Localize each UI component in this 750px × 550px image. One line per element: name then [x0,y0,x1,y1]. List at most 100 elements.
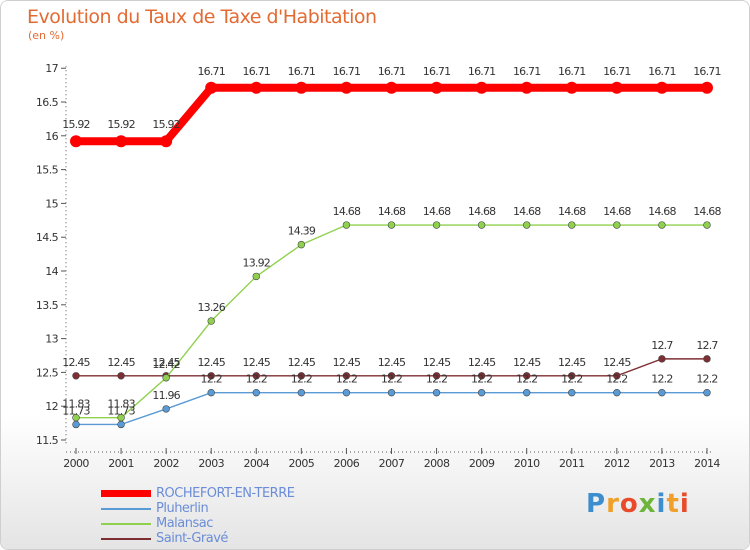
y-tick-label: 13.5 [36,299,59,312]
data-point [655,81,668,94]
data-label: 12.2 [561,373,582,386]
x-tick-label: 2005 [289,457,315,470]
data-point [342,372,351,380]
data-point [520,81,533,94]
data-label: 16.71 [333,65,361,78]
data-point [700,81,713,94]
data-point [385,81,398,94]
data-label: 12.7 [651,339,673,352]
data-label: 16.71 [693,65,721,78]
data-label: 12.45 [288,356,316,369]
data-point [432,388,441,397]
y-tick-label: 15 [45,197,58,210]
data-point [568,388,576,397]
legend-swatch-malansac [101,523,151,525]
data-label: 12.2 [291,373,312,386]
data-point [568,372,576,380]
data-label: 14.68 [558,205,586,218]
x-tick-label: 2003 [198,457,224,470]
x-tick-label: 2004 [243,457,269,470]
data-label: 14.68 [513,205,541,218]
data-point [117,372,125,380]
x-tick-label: 2007 [379,457,405,470]
data-label: 16.71 [468,65,496,78]
legend-label-pluherlin: Pluherlin [156,501,209,516]
data-point [252,388,260,397]
x-tick-label: 2008 [424,457,450,470]
data-label: 12.2 [471,373,492,386]
data-point [295,81,308,94]
axes: 11.5 12 12.5 13 13.5 14 14.5 15 15.5 16 16.5 17 2000… [36,62,721,470]
data-label: 12.2 [651,373,672,386]
data-label: 14.68 [378,205,406,218]
data-point [475,81,488,94]
data-point [115,135,128,148]
data-label: 11.96 [152,389,180,402]
x-tick-label: 2012 [604,457,630,470]
data-point [565,81,578,94]
data-point [72,420,80,429]
y-tick-label: 17 [45,62,58,75]
y-tick-label: 15.5 [36,164,59,177]
data-point [432,372,441,380]
data-label: 15.92 [107,118,135,131]
legend-swatch-pluherlin [101,508,151,510]
data-labels: 15.92 15.92 15.92 16.71 16.71 16.71 16.71 16.71… [62,65,722,418]
data-point [658,388,666,397]
data-label: 16.71 [197,65,225,78]
data-label: 16.71 [288,65,316,78]
series-lines [70,81,713,429]
data-label: 12.2 [336,373,357,386]
data-point [477,388,486,397]
data-point [70,135,82,148]
data-point [658,221,666,229]
legend-label-rochefort: ROCHEFORT-EN-TERRE [156,486,295,501]
x-tick-label: 2011 [559,457,585,470]
data-label: 12.7 [696,339,718,352]
data-label: 12.2 [516,373,537,386]
x-tick-label: 2013 [649,457,675,470]
data-label: 11.73 [62,404,90,417]
data-point [432,221,441,229]
data-point [162,405,170,413]
data-point [477,372,486,380]
legend: ROCHEFORT-EN-TERRE Pluherlin Malansac Sa… [101,486,361,547]
data-point [522,372,531,380]
data-point [477,221,486,229]
data-label: 14.68 [693,205,721,218]
y-tick-label: 16.5 [36,96,59,109]
data-point [387,388,396,397]
legend-swatch-saint-grave [101,538,151,540]
series-line-0 [76,83,707,146]
data-label: 12.2 [246,373,267,386]
data-label: 14.39 [288,225,316,238]
y-tick-label: 12.5 [36,366,59,379]
data-label: 11.73 [107,404,135,417]
legend-swatch-rochefort [101,490,151,497]
data-label: 12.45 [468,356,496,369]
data-label: 16.71 [378,65,406,78]
data-label: 14.68 [423,205,451,218]
data-point [117,420,125,429]
data-label: 12.45 [558,356,586,369]
y-tick-label: 11.5 [36,434,59,447]
data-point [613,388,621,397]
data-label: 16.71 [603,65,631,78]
y-tick-label: 14 [45,265,58,278]
data-label: 12.45 [197,356,225,369]
data-label: 12.45 [378,356,406,369]
data-point [703,221,711,229]
data-label: 16.71 [243,65,271,78]
data-point [613,221,621,229]
x-tick-label: 2010 [514,457,540,470]
x-tick-label: 2006 [334,457,360,470]
data-point [297,240,306,249]
data-label: 12.2 [201,373,222,386]
data-point [387,221,396,229]
data-label: 16.71 [423,65,451,78]
data-point [207,388,215,397]
data-point [610,81,623,94]
legend-item-rochefort: ROCHEFORT-EN-TERRE [101,486,361,502]
data-label: 15.92 [62,118,90,131]
